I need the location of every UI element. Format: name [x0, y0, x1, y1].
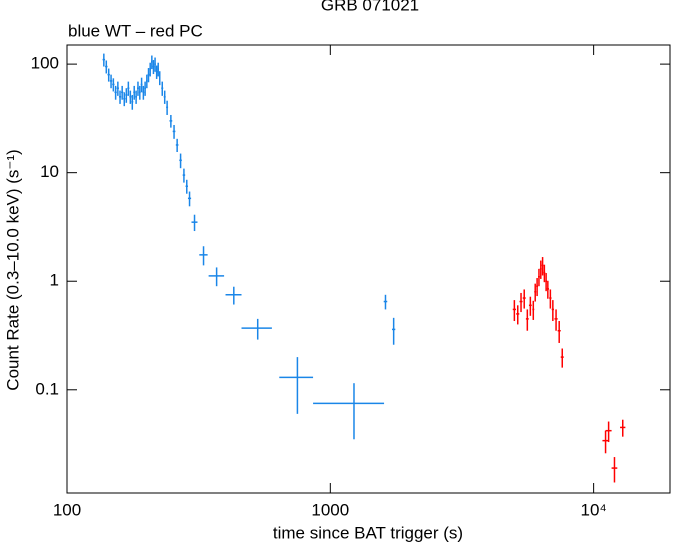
y-tick-label: 10: [40, 162, 59, 181]
y-tick-label: 0.1: [35, 379, 59, 398]
annotation: blue WT – red PC: [68, 21, 203, 40]
x-tick-label: 10⁴: [581, 500, 607, 519]
plot-frame: [66, 44, 671, 494]
y-axis-label: Count Rate (0.3–10.0 keV) (s⁻¹): [3, 149, 22, 390]
x-tick-label: 100: [53, 500, 81, 519]
x-tick-label: 1000: [311, 500, 349, 519]
y-tick-label: 1: [50, 271, 59, 290]
x-axis-label: time since BAT trigger (s): [273, 523, 463, 542]
y-tick-label: 100: [31, 54, 59, 73]
chart-title: GRB 071021: [321, 0, 419, 14]
